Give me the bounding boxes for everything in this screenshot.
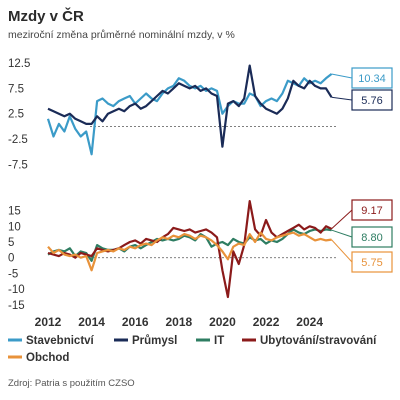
badge-leader bbox=[331, 239, 353, 263]
x-tick-label: 2012 bbox=[35, 315, 62, 329]
chart-subtitle: meziroční změna průměrné nominální mzdy,… bbox=[8, 29, 235, 41]
end-value-label: 9.17 bbox=[361, 205, 382, 217]
series-line-prumysl bbox=[47, 64, 333, 148]
x-tick-label: 2016 bbox=[122, 315, 149, 329]
end-value-badge bbox=[351, 251, 393, 273]
legend-label-prumysl: Průmysl bbox=[132, 335, 177, 347]
x-tick-label: 2014 bbox=[78, 315, 105, 329]
series-line-obchod bbox=[47, 231, 332, 272]
legend-label-it: IT bbox=[214, 335, 224, 347]
bottom-panel: 15 10 5 0 -5 -10 -15 9.17 8.80 5.75 bbox=[8, 199, 393, 312]
x-tick-label: 2022 bbox=[253, 315, 280, 329]
y-tick-label: -5 bbox=[8, 268, 18, 280]
legend: Stavebnictví Průmysl IT Ubytování/stravován… bbox=[8, 335, 377, 364]
y-tick-label: 12.5 bbox=[8, 58, 30, 70]
badge-leader bbox=[331, 209, 353, 230]
x-tick-label: 2020 bbox=[209, 315, 236, 329]
y-tick-label: 5 bbox=[8, 237, 14, 249]
y-tick-label: -15 bbox=[8, 300, 25, 312]
series-line-ubytovani bbox=[47, 200, 332, 299]
x-tick-label: 2024 bbox=[296, 315, 323, 329]
end-value-badge bbox=[351, 226, 393, 248]
end-value-label: 5.76 bbox=[361, 95, 382, 107]
badge-leader bbox=[331, 229, 353, 238]
badge-leader bbox=[331, 73, 353, 79]
x-tick-label: 2018 bbox=[165, 315, 192, 329]
end-value-badge bbox=[351, 89, 393, 111]
end-value-label: 10.34 bbox=[358, 73, 386, 85]
end-value-badge bbox=[351, 199, 393, 221]
y-tick-label: 7.5 bbox=[8, 83, 24, 95]
legend-label-obchod: Obchod bbox=[26, 352, 69, 364]
end-value-label: 8.80 bbox=[361, 232, 382, 244]
series-line-stavebnictvi bbox=[46, 73, 333, 156]
top-panel: 12.5 7.5 2.5 -2.5 -7.5 10.34 5.76 bbox=[8, 58, 393, 171]
chart-title: Mzdy v ČR bbox=[8, 7, 84, 25]
end-value-badge bbox=[351, 67, 393, 89]
y-tick-label: -7.5 bbox=[8, 159, 28, 171]
x-axis: 2012 2014 2016 2018 2020 2022 2024 bbox=[35, 315, 324, 329]
y-tick-label: -10 bbox=[8, 284, 25, 296]
end-value-label: 5.75 bbox=[361, 257, 382, 269]
y-tick-label: 2.5 bbox=[8, 109, 24, 121]
legend-label-ubytovani: Ubytování/stravování bbox=[260, 335, 377, 347]
y-tick-label: 15 bbox=[8, 206, 21, 218]
y-tick-label: 10 bbox=[8, 221, 21, 233]
legend-label-stavebnictvi: Stavebnictví bbox=[26, 335, 95, 347]
y-tick-label: 0 bbox=[8, 253, 14, 265]
y-tick-label: -2.5 bbox=[8, 134, 28, 146]
source-note: Zdroj: Patria s použitím CZSO bbox=[8, 378, 135, 389]
badge-leader bbox=[331, 96, 353, 101]
